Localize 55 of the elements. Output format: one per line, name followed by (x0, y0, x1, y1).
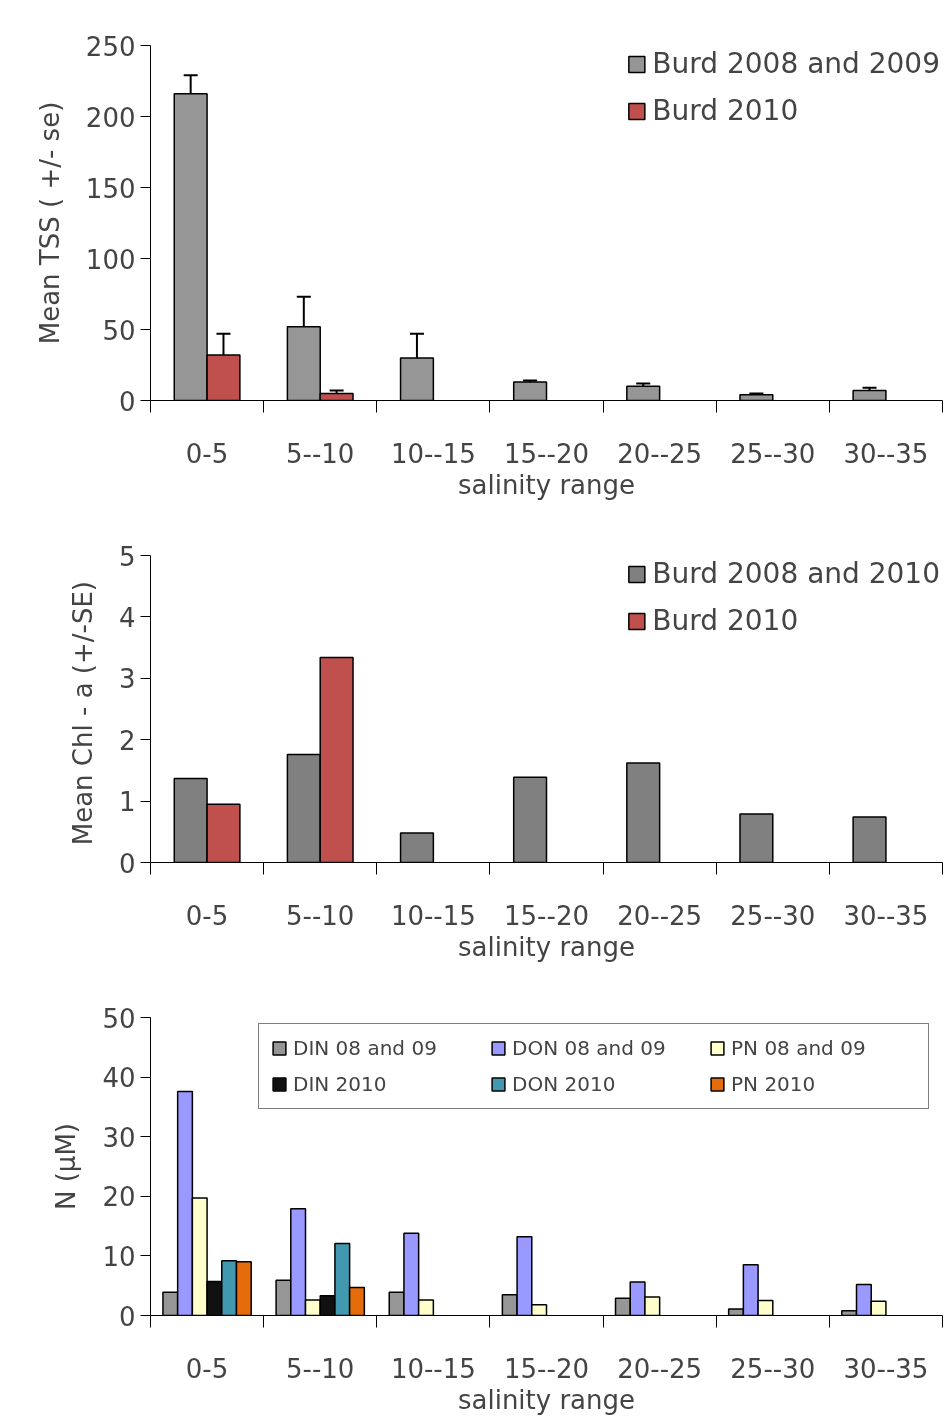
x-tick-label: 0-5 (185, 1353, 229, 1384)
legend-label: DON 2010 (512, 1072, 617, 1096)
y-tick-label: 0 (118, 386, 136, 417)
legend-label: PN 2010 (731, 1072, 817, 1096)
legend-label: DIN 08 and 09 (293, 1036, 438, 1060)
x-tick-label: 10--15 (390, 1353, 476, 1384)
x-tick-label: 15--20 (504, 438, 589, 469)
x-tick-label: 20--25 (617, 1353, 703, 1384)
y-tick-label: 250 (85, 31, 136, 62)
y-tick-label: 0 (118, 1301, 136, 1332)
legend-label: DIN 2010 (293, 1072, 388, 1096)
x-axis-title: salinity range (457, 1384, 636, 1415)
y-tick-label: 50 (102, 1003, 136, 1034)
x-tick-label: 15--20 (504, 1353, 589, 1384)
x-tick-label: 30--35 (843, 900, 929, 931)
y-axis-title: Mean TSS ( +/- se) (34, 101, 65, 345)
legend-label: Burd 2010 (652, 94, 799, 127)
y-axis-title: N (µM) (51, 1123, 82, 1210)
x-tick-label: 10--15 (390, 900, 476, 931)
x-tick-label: 0-5 (185, 900, 229, 931)
x-tick-label: 25--30 (730, 438, 816, 469)
y-tick-label: 100 (85, 244, 136, 275)
y-tick-label: 3 (118, 664, 136, 695)
legend-label: Burd 2010 (652, 604, 799, 637)
y-tick-label: 40 (102, 1063, 136, 1094)
x-tick-label: 0-5 (185, 438, 229, 469)
y-tick-label: 2 (118, 725, 136, 756)
x-axis-title: salinity range (457, 469, 636, 500)
x-tick-label: 5--10 (286, 900, 355, 931)
y-tick-label: 30 (102, 1122, 136, 1153)
y-tick-label: 150 (85, 173, 136, 204)
x-tick-label: 15--20 (504, 900, 589, 931)
legend-label: Burd 2008 and 2009 (652, 47, 940, 80)
y-axis-title: Mean Chl - a (+/-SE) (67, 581, 98, 846)
x-tick-label: 10--15 (390, 438, 476, 469)
y-tick-label: 200 (85, 102, 136, 133)
x-tick-label: 5--10 (286, 1353, 355, 1384)
y-tick-label: 5 (118, 541, 136, 572)
legend-label: DON 08 and 09 (512, 1036, 667, 1060)
y-tick-label: 10 (102, 1241, 136, 1272)
y-tick-label: 20 (102, 1182, 136, 1213)
x-tick-label: 25--30 (730, 900, 816, 931)
x-tick-label: 30--35 (843, 1353, 929, 1384)
x-tick-label: 20--25 (617, 900, 703, 931)
y-tick-label: 4 (118, 602, 136, 633)
x-axis-title: salinity range (457, 931, 636, 962)
y-tick-label: 0 (118, 848, 136, 879)
y-tick-label: 50 (102, 315, 136, 346)
y-tick-label: 1 (118, 787, 136, 818)
x-tick-label: 30--35 (843, 438, 929, 469)
x-tick-label: 5--10 (286, 438, 355, 469)
x-tick-label: 20--25 (617, 438, 703, 469)
legend-label: PN 08 and 09 (731, 1036, 867, 1060)
legend-label: Burd 2008 and 2010 (652, 557, 940, 590)
x-tick-label: 25--30 (730, 1353, 816, 1384)
